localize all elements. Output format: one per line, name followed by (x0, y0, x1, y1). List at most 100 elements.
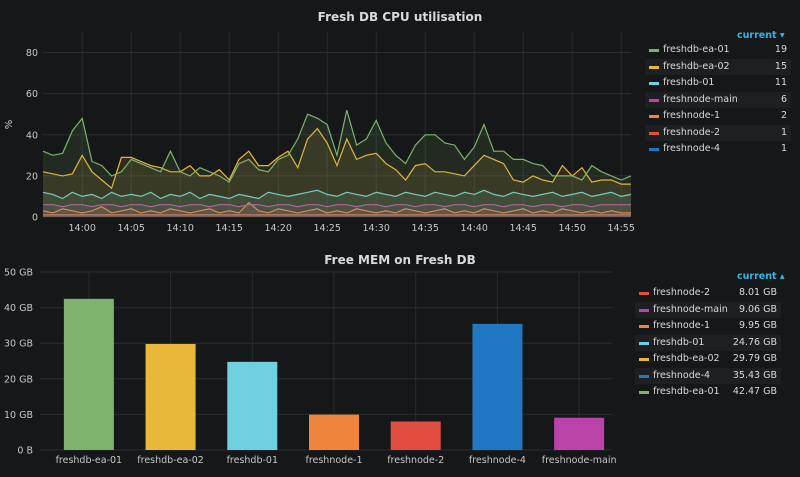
bar-freshnode-1 (309, 414, 359, 450)
legend-item-name: freshdb-01 (663, 77, 715, 88)
x-tick-label: 14:50 (559, 223, 586, 234)
series-swatch (639, 292, 649, 295)
legend-item-value: 1 (780, 126, 787, 138)
x-tick-label: 14:20 (265, 223, 292, 234)
legend-item-name: freshdb-01 (653, 336, 705, 348)
bar-freshdb-ea-01 (63, 298, 114, 450)
legend-item-name: freshnode-4 (653, 369, 711, 381)
cpu-legend-item[interactable]: freshnode-main 6 (645, 91, 791, 108)
x-tick-label: 14:30 (363, 223, 390, 234)
series-swatch (649, 65, 659, 69)
mem-chart: 0 B 10 GB 20 GB 30 GB 40 GB 50 GB freshdb-ea-0… (4, 268, 617, 467)
y-tick-label: 60 (26, 89, 38, 100)
y-tick-label: 0 B (17, 446, 33, 457)
mem-legend-item[interactable]: freshnode-main 9.06 GB (635, 301, 781, 318)
series-area (43, 110, 631, 217)
x-tick-label: freshnode-4 (469, 455, 526, 466)
x-tick-label: freshdb-ea-02 (137, 455, 204, 466)
x-tick-label: 14:40 (461, 223, 488, 234)
cpu-legend-item[interactable]: freshdb-ea-02 15 (645, 58, 791, 75)
legend-item-value: 19 (774, 44, 787, 55)
series-swatch (639, 308, 649, 312)
series-swatch (639, 358, 649, 361)
cpu-legend-header[interactable]: current ▾ (737, 30, 785, 41)
x-tick-label: 14:55 (608, 223, 635, 234)
series-swatch (649, 115, 659, 118)
series-swatch (649, 82, 659, 85)
y-tick-label: 30 GB (4, 339, 33, 350)
series-area (43, 204, 631, 217)
legend-item-value: 6 (780, 93, 787, 105)
bar-freshdb-01 (227, 361, 278, 450)
caret-down-icon: ▾ (776, 30, 785, 41)
mem-legend-item[interactable]: freshnode-1 9.95 GB (635, 318, 781, 334)
series-swatch (639, 325, 649, 328)
legend-item-value: 8.01 GB (738, 287, 777, 298)
mem-legend-item[interactable]: freshdb-01 24.76 GB (635, 334, 781, 351)
series-swatch (639, 374, 649, 378)
x-tick-label: 14:35 (412, 223, 439, 234)
mem-legend-item[interactable]: freshdb-ea-01 42.47 GB (635, 384, 781, 400)
y-tick-label: 20 (26, 171, 38, 182)
legend-item-name: freshnode-main (653, 303, 728, 315)
legend-item-name: freshnode-4 (663, 143, 721, 154)
x-tick-label: freshdb-ea-01 (56, 455, 123, 466)
y-tick-label: 20 GB (4, 374, 33, 385)
caret-up-icon: ▴ (776, 271, 785, 282)
mem-legend-header[interactable]: current ▴ (737, 271, 785, 282)
x-tick-label: freshnode-main (542, 455, 617, 466)
bar-freshdb-ea-02 (145, 343, 196, 450)
legend-item-name: freshnode-1 (653, 320, 711, 331)
bar-freshnode-main (554, 417, 605, 450)
cpu-legend-item[interactable]: freshnode-1 2 (645, 108, 791, 124)
legend-item-value: 35.43 GB (732, 369, 777, 381)
series-swatch (649, 131, 659, 135)
legend-item-value: 29.79 GB (732, 353, 777, 364)
legend-item-value: 9.95 GB (738, 320, 777, 331)
x-tick-label: 14:05 (118, 223, 145, 234)
series-swatch (649, 49, 659, 52)
legend-item-name: freshdb-ea-02 (653, 353, 720, 364)
bar-freshnode-4 (472, 323, 523, 450)
mem-legend-item[interactable]: freshdb-ea-02 29.79 GB (635, 351, 781, 367)
legend-item-value: 11 (774, 77, 787, 88)
x-tick-label: 14:45 (510, 223, 537, 234)
legend-item-name: freshnode-2 (653, 287, 711, 298)
mem-legend-item[interactable]: freshnode-4 35.43 GB (635, 367, 781, 384)
cpu-legend: current ▾ freshdb-ea-01 19 freshdb-ea-02 15… (645, 0, 795, 245)
y-axis-label: % (4, 120, 15, 130)
legend-item-name: freshdb-ea-01 (653, 386, 720, 397)
legend-item-name: freshnode-1 (663, 110, 721, 121)
series-swatch (649, 148, 659, 151)
y-tick-label: 10 GB (4, 410, 33, 421)
series-swatch (649, 98, 659, 102)
series-swatch (639, 341, 649, 345)
legend-item-name: freshnode-main (663, 93, 738, 105)
series-line (42, 109, 632, 183)
x-tick-label: 14:00 (69, 223, 96, 234)
series-line (42, 201, 631, 214)
legend-item-value: 24.76 GB (732, 336, 777, 348)
cpu-chart: 0 20 40 60 80 14:00 14:05 14:10 14:15 14:20 14:25 1… (4, 32, 635, 234)
legend-item-value: 42.47 GB (732, 386, 777, 397)
legend-item-name: freshdb-ea-01 (663, 44, 730, 55)
cpu-legend-item[interactable]: freshdb-01 11 (645, 75, 791, 91)
cpu-legend-item[interactable]: freshnode-4 1 (645, 141, 791, 157)
y-tick-label: 50 GB (4, 268, 33, 279)
bar-freshnode-2 (390, 421, 441, 450)
mem-panel-title: Free MEM on Fresh DB (324, 253, 476, 267)
mem-panel: Free MEM on Fresh DB 0 B 10 GB 20 GB 30 GB 4… (0, 245, 800, 477)
mem-legend-item[interactable]: freshnode-2 8.01 GB (635, 285, 781, 301)
series-line (42, 189, 632, 200)
cpu-legend-item[interactable]: freshnode-2 1 (645, 124, 791, 141)
cpu-panel-title: Fresh DB CPU utilisation (317, 10, 483, 24)
series-swatch (639, 391, 649, 394)
x-tick-label: 14:25 (314, 223, 341, 234)
series-line (43, 204, 631, 208)
legend-item-name: freshdb-ea-02 (663, 60, 730, 72)
legend-item-value: 9.06 GB (738, 303, 777, 315)
cpu-legend-item[interactable]: freshdb-ea-01 19 (645, 42, 791, 58)
legend-item-value: 15 (774, 60, 787, 72)
y-tick-label: 80 (26, 48, 38, 59)
legend-item-name: freshnode-2 (663, 126, 721, 138)
